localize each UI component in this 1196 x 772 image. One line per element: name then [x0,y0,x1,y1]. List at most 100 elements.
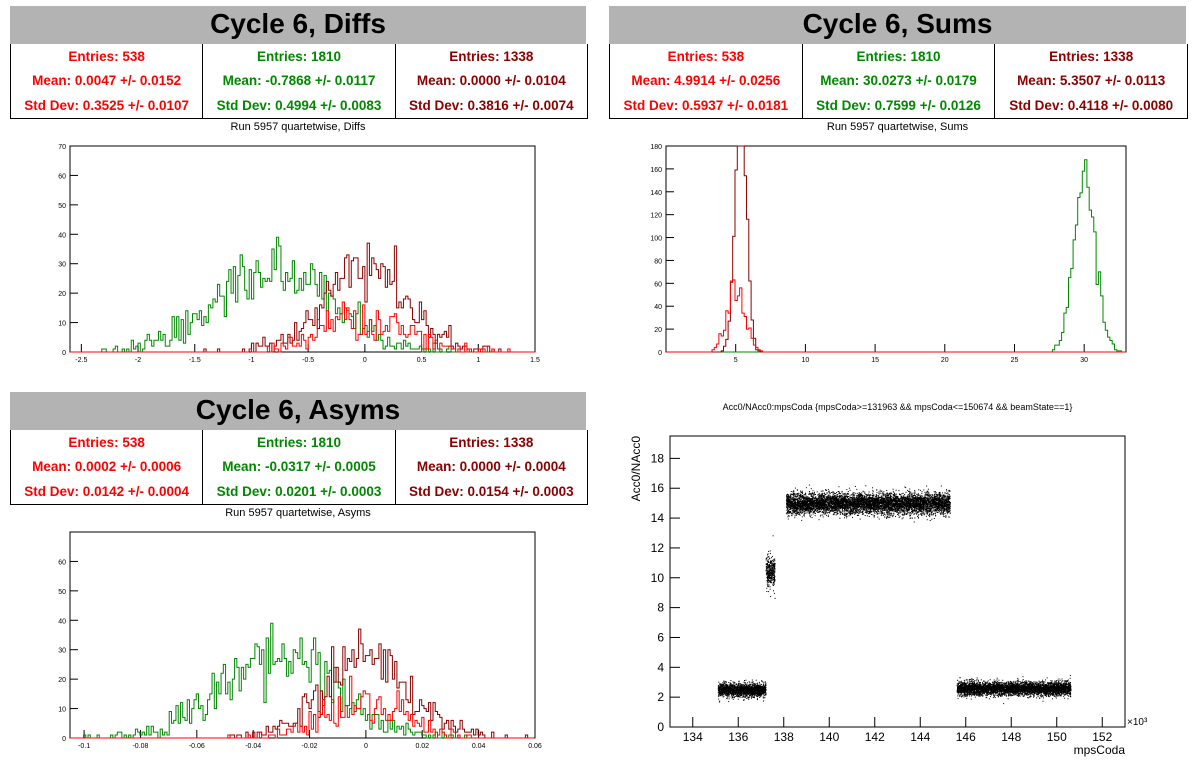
scatter-point [869,496,871,498]
scatter-point [845,510,847,512]
scatter-point [770,596,772,597]
scatter-point [909,517,911,519]
scatter-point [720,685,722,687]
scatter-point [748,686,750,688]
scatter-point [765,689,767,691]
scatter-point [768,567,770,569]
scatter-point [837,511,839,513]
scatter-point [937,505,939,507]
scatter-point [732,696,734,698]
scatter-point [739,690,741,692]
scatter-point [750,686,752,688]
scatter-point [767,563,768,565]
scatter-point [769,572,771,574]
scatter-point [897,501,899,503]
scatter-point [908,505,910,507]
scatter-point [939,506,941,508]
scatter-point [732,686,734,688]
scatter-point [923,511,925,513]
scatter-point [846,495,848,497]
scatter-point [768,577,770,579]
scatter-point [841,499,843,501]
scatter-point [932,510,934,512]
scatter-point [835,509,837,511]
scatter-point [810,493,812,495]
scatter-point [765,694,767,696]
scatter-point [753,688,755,690]
scatter-point [761,684,762,686]
scatter-point [773,559,775,561]
y-tick-label: 16 [651,481,665,495]
scatter-point [892,516,894,518]
scatter-point [924,499,926,500]
scatter-point [770,564,772,566]
scatter-point [763,690,765,691]
scatter-point [770,568,772,570]
scatter-point [925,508,927,510]
stats-std: Std Dev: 0.0154 +/- 0.0003 [408,484,574,500]
x-tick-label: 138 [774,730,794,744]
scatter-point [756,690,758,692]
scatter-point [761,693,763,695]
scatter-point [804,509,806,511]
scatter-point [719,690,721,692]
scatter-point [838,496,840,498]
scatter-point [728,686,730,688]
scatter-point [743,692,745,693]
scatter-point [747,689,749,691]
scatter-point [771,572,773,574]
scatter-point [903,508,905,510]
scatter-point [771,575,773,577]
scatter-point [875,508,877,510]
scatter-point [773,583,775,585]
scatter-point [794,496,796,497]
scatter-point [873,511,875,513]
scatter-point [739,686,741,688]
scatter-point [773,575,775,577]
scatter-point [728,688,730,690]
scatter-point [763,686,765,688]
scatter-point [769,567,771,569]
scatter-point [916,494,918,496]
scatter-point [722,690,724,692]
scatter-point [726,686,727,688]
scatter-point [728,690,730,691]
scatter-point [771,559,773,561]
scatter-point [910,517,912,519]
scatter-point [865,508,867,510]
scatter-point [737,694,739,696]
scatter-point [723,680,725,682]
scatter-point [727,692,729,694]
scatter-point [737,685,739,687]
scatter-point [895,510,897,512]
scatter-point [774,564,776,566]
scatter-cluster [717,679,767,703]
histogram-series-red [70,301,535,353]
scatter-point [882,498,884,500]
y-tick-label: 8 [657,601,664,615]
y-tick-label: 10 [651,571,665,585]
scatter-point [720,692,722,694]
scatter-point [799,497,801,499]
scatter-point [868,497,869,499]
scatter-point [838,497,840,499]
scatter-point [748,691,750,693]
scatter-point [790,504,792,506]
x-tick-label: 0 [364,743,368,750]
scatter-point [738,690,740,692]
scatter-point [725,694,727,696]
scatter-point [754,685,756,687]
scatter-point [860,497,862,499]
scatter-point [927,503,929,505]
scatter-point [755,685,757,687]
scatter-point [721,688,723,690]
scatter-point [752,693,753,694]
scatter-point [924,491,926,493]
scatter-point [826,492,828,494]
scatter-point [723,681,725,683]
scatter-point [764,685,766,687]
scatter-point [722,690,724,692]
scatter-point [721,686,723,688]
